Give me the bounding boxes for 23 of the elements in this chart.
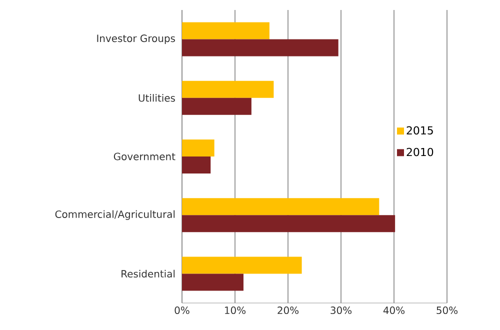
bar: [182, 274, 244, 291]
x-tick-label: 20%: [278, 306, 299, 314]
y-tick-label: Residential: [122, 270, 175, 278]
x-tick-label: 50%: [436, 306, 458, 314]
legend-label: 2015: [406, 126, 433, 135]
bar: [182, 156, 211, 174]
y-tick-label: Investor Groups: [97, 34, 175, 44]
x-tick-label: 40%: [383, 306, 405, 314]
y-tick-label: Commercial/Agricultural: [55, 210, 175, 220]
legend-label: 2010: [406, 148, 434, 156]
y-tick-label: Utilities: [138, 94, 175, 102]
y-tick-label: Government: [114, 152, 176, 160]
bar: [182, 98, 252, 115]
x-tick-label: 10%: [225, 306, 246, 314]
x-tick-label: 30%: [330, 306, 352, 314]
bar: [182, 39, 338, 56]
x-tick-label: 0%: [174, 306, 190, 314]
bar: [182, 22, 270, 40]
bar: [182, 215, 396, 232]
bar: [182, 198, 380, 216]
bar: [182, 139, 214, 156]
bar: [182, 256, 302, 274]
bar: [182, 80, 274, 98]
